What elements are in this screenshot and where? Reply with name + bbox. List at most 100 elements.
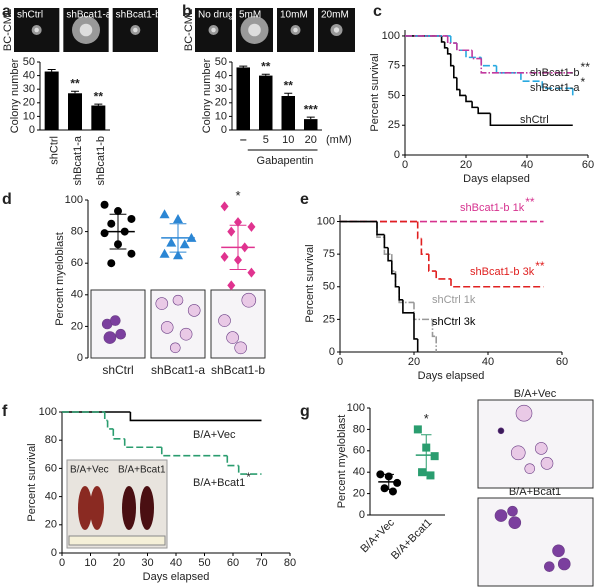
data-point [173, 250, 183, 260]
y-tick-label: 0 [77, 352, 83, 364]
series-label: shBcat1-b 1k [460, 202, 525, 214]
image-label: No drug [198, 10, 234, 21]
x-tick-label: 80 [284, 557, 296, 569]
x-tick-label: 70 [255, 557, 267, 569]
y-tick-label: 0 [221, 124, 227, 136]
series-label: shBcat1-b [530, 67, 580, 79]
survival-step [456, 43, 466, 52]
data-point [100, 229, 109, 238]
data-point [418, 468, 427, 477]
y-tick-label: 50 [388, 89, 400, 101]
side-label: BC-CML [2, 9, 14, 51]
y-tick-label: 60 [71, 257, 83, 269]
x-tick-label: 20 [305, 134, 317, 146]
y-tick-label: 60 [45, 462, 57, 474]
y-tick-label: 40 [23, 70, 35, 82]
survival-step [398, 286, 403, 301]
y-axis-label: Colony number [9, 58, 21, 133]
survival-step [520, 72, 543, 82]
side-label: BC-CML [183, 9, 195, 51]
survival-step [446, 47, 451, 55]
cell [110, 315, 121, 326]
error-bar [284, 92, 293, 96]
survival-step [456, 43, 473, 52]
sd-bar [421, 434, 432, 476]
y-tick-label: 10 [215, 110, 227, 122]
cell [172, 294, 184, 306]
y-tick-label: 50 [323, 281, 335, 293]
survival-step [489, 113, 573, 127]
data-point [107, 259, 116, 268]
survival-step [449, 35, 457, 44]
survival-step [495, 65, 521, 74]
survival-step [376, 221, 385, 236]
y-tick-label: 100 [317, 215, 335, 227]
data-point [376, 470, 385, 479]
survival-step [431, 319, 437, 338]
x-axis-label: Days elapsed [418, 370, 485, 382]
survival-step [112, 428, 125, 440]
sd-bar [169, 223, 187, 253]
panel-letter: g [300, 403, 310, 420]
cell [241, 292, 257, 308]
x-tick-label: 10 [282, 134, 294, 146]
y-axis-label: Colony number [201, 58, 213, 133]
panel-letter: c [373, 3, 382, 20]
data-point [388, 487, 397, 496]
micrograph [477, 497, 594, 587]
cell [155, 297, 169, 310]
cell [115, 328, 126, 340]
y-tick-label: 20 [215, 97, 227, 109]
y-tick-label: 0 [359, 509, 365, 521]
x-tick-label: 20 [113, 557, 125, 569]
survival-step [103, 412, 108, 422]
data-point [234, 217, 242, 228]
data-point [179, 239, 190, 249]
y-tick-label: 10 [23, 110, 35, 122]
y-tick-label: 80 [71, 226, 83, 238]
data-point [227, 280, 236, 291]
y-tick-label: 50 [215, 56, 227, 68]
significance: ** [525, 195, 535, 209]
significance: * [246, 470, 251, 484]
x-unit: (mM) [326, 134, 352, 146]
significance: ** [535, 259, 545, 273]
data-point [166, 237, 177, 247]
bar [259, 75, 273, 130]
survival-step [480, 57, 497, 67]
series-label: shCtrl [520, 114, 549, 126]
survival-step [453, 65, 457, 79]
bar [304, 119, 318, 130]
cell [510, 445, 526, 461]
x-tick-label: shCtrl [102, 363, 133, 377]
survival-step [465, 95, 473, 103]
x-tick-label: 0 [337, 356, 343, 368]
panel-letter: d [2, 191, 12, 208]
data-point [380, 484, 389, 493]
y-tick-label: 40 [215, 70, 227, 82]
significance: ** [284, 78, 294, 92]
significance: * [581, 75, 586, 89]
cell [218, 314, 231, 327]
data-point [220, 201, 229, 212]
survival-step [446, 35, 457, 44]
sd-bar [383, 473, 394, 490]
bar [236, 67, 250, 130]
survival-step [435, 271, 451, 280]
image-label: 20mM [321, 10, 349, 21]
sd-bar [109, 213, 127, 250]
bar [91, 105, 106, 130]
y-tick-label: 30 [23, 83, 35, 95]
image-label: shBcat1-a [66, 10, 111, 21]
image-label: 10mM [280, 10, 308, 21]
data-point [107, 219, 116, 228]
y-tick-label: 75 [323, 248, 335, 260]
x-tick-label: 5 [263, 134, 269, 146]
spleen [90, 486, 104, 530]
panel-letter: a [2, 3, 11, 20]
survival-step [450, 278, 544, 288]
image-label: shBcat1-b [116, 10, 161, 21]
cell [540, 457, 554, 470]
x-tick-label: 60 [227, 557, 239, 569]
